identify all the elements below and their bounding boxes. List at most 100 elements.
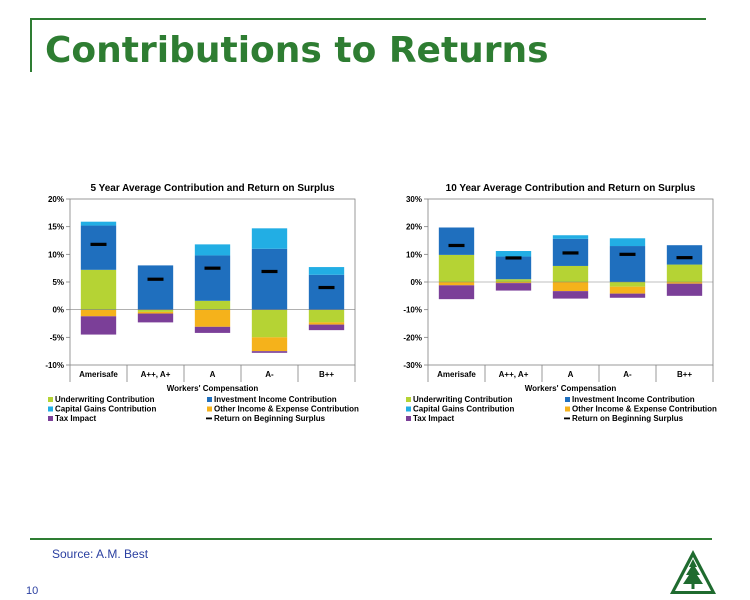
- x-category-label: A++, A+: [141, 370, 171, 379]
- legend-label: Tax Impact: [413, 414, 455, 423]
- footer-rule: [30, 538, 712, 540]
- page-title: Contributions to Returns: [45, 30, 549, 71]
- title-left-rule: [30, 18, 32, 72]
- bar-segment-investment: [308, 274, 345, 310]
- x-category-label: Amerisafe: [79, 370, 118, 379]
- bar-segment-other_income: [609, 286, 646, 294]
- legend-label: Other Income & Expense Contribution: [214, 405, 359, 414]
- return-marker: [676, 256, 693, 260]
- bar-segment-tax: [609, 293, 646, 298]
- bar-segment-other_income: [137, 311, 174, 314]
- y-tick-label: 10%: [406, 250, 422, 259]
- bar-segment-other_income: [308, 322, 345, 325]
- y-tick-label: -20%: [403, 333, 422, 342]
- bar-segment-tax: [80, 316, 117, 335]
- bar-segment-underwriting: [137, 309, 174, 312]
- bar-segment-underwriting: [251, 309, 288, 338]
- bar-segment-investment: [251, 248, 288, 310]
- bar-segment-underwriting: [609, 282, 646, 287]
- y-tick-label: -30%: [403, 361, 422, 370]
- bar-segment-tax: [137, 313, 174, 323]
- source-note: Source: A.M. Best: [52, 547, 149, 561]
- legend-label: Capital Gains Contribution: [55, 405, 156, 414]
- bar-segment-investment: [194, 255, 231, 301]
- x-category-label: A-: [623, 370, 632, 379]
- legend-swatch-tax: [406, 416, 411, 421]
- bar-segment-tax: [495, 283, 532, 291]
- return-marker: [261, 269, 278, 274]
- bar-segment-tax: [308, 324, 345, 331]
- bar-segment-capital_gains: [495, 251, 532, 257]
- x-category-label: A: [210, 370, 216, 379]
- bar-segment-investment: [438, 227, 475, 255]
- bar-segment-underwriting: [438, 254, 475, 282]
- return-marker: [505, 256, 522, 260]
- bar-segment-capital_gains: [194, 244, 231, 256]
- legend-swatch-return_marker: [206, 417, 212, 420]
- bar-segment-tax: [552, 291, 589, 299]
- bar-segment-other_income: [552, 282, 589, 292]
- legend-label: Investment Income Contribution: [214, 395, 337, 404]
- bar-segment-underwriting: [666, 264, 703, 282]
- page-number: 10: [26, 585, 39, 597]
- legend-label: Tax Impact: [55, 414, 97, 423]
- y-tick-label: 15%: [48, 223, 64, 232]
- y-tick-label: 20%: [406, 223, 422, 232]
- bar-segment-investment: [80, 225, 117, 270]
- bar-segment-underwriting: [308, 309, 345, 323]
- bar-segment-investment: [666, 245, 703, 265]
- x-category-label: A: [568, 370, 574, 379]
- bar-segment-underwriting: [80, 269, 117, 310]
- return-marker: [204, 266, 221, 270]
- bar-segment-other_income: [80, 309, 117, 317]
- x-axis-title: Workers' Compensation: [525, 384, 617, 393]
- y-tick-label: -5%: [50, 333, 64, 342]
- legend-swatch-other_income: [207, 406, 212, 412]
- x-category-label: Amerisafe: [437, 370, 476, 379]
- chart-5-year: 5 Year Average Contribution and Return o…: [45, 183, 359, 423]
- bar-segment-capital_gains: [251, 228, 288, 249]
- return-marker: [147, 277, 164, 281]
- y-tick-label: 0%: [410, 278, 422, 287]
- y-tick-label: 30%: [406, 195, 422, 204]
- bar-segment-capital_gains: [552, 235, 589, 239]
- bar-segment-tax: [666, 283, 703, 296]
- return-marker: [619, 252, 636, 256]
- y-tick-label: -10%: [45, 361, 64, 370]
- chart-10-year: 10 Year Average Contribution and Return …: [403, 183, 717, 423]
- legend-swatch-investment: [565, 397, 570, 402]
- legend-swatch-underwriting: [406, 397, 411, 402]
- x-axis-title: Workers' Compensation: [167, 384, 259, 393]
- bar-segment-investment: [609, 246, 646, 282]
- x-category-label: A++, A+: [499, 370, 529, 379]
- bar-segment-underwriting: [194, 300, 231, 310]
- bar-segment-tax: [438, 285, 475, 300]
- legend-swatch-capital_gains: [48, 406, 53, 412]
- chart-title: 10 Year Average Contribution and Return …: [446, 183, 696, 194]
- legend-label: Return on Beginning Surplus: [572, 414, 684, 423]
- y-tick-label: 0%: [52, 306, 64, 315]
- title-top-rule: [30, 18, 706, 20]
- bar-segment-other_income: [666, 282, 703, 284]
- bar-segment-tax: [194, 326, 231, 333]
- company-logo-icon: [670, 550, 716, 594]
- x-category-label: B++: [319, 370, 334, 379]
- bar-segment-other_income: [194, 309, 231, 327]
- bar-segment-underwriting: [552, 265, 589, 282]
- return-marker: [90, 242, 107, 246]
- bar-segment-investment: [495, 256, 532, 280]
- legend-label: Underwriting Contribution: [55, 395, 155, 404]
- legend-label: Return on Beginning Surplus: [214, 414, 326, 423]
- legend-label: Underwriting Contribution: [413, 395, 513, 404]
- bar-segment-other_income: [495, 282, 532, 284]
- bar-segment-capital_gains: [308, 267, 345, 275]
- return-marker: [318, 285, 335, 290]
- legend-swatch-underwriting: [48, 397, 53, 402]
- bar-segment-investment: [137, 265, 174, 310]
- x-category-label: A-: [265, 370, 274, 379]
- legend-label: Capital Gains Contribution: [413, 405, 514, 414]
- legend-swatch-investment: [207, 397, 212, 402]
- x-category-label: B++: [677, 370, 692, 379]
- legend-swatch-tax: [48, 416, 53, 421]
- legend-label: Investment Income Contribution: [572, 395, 695, 404]
